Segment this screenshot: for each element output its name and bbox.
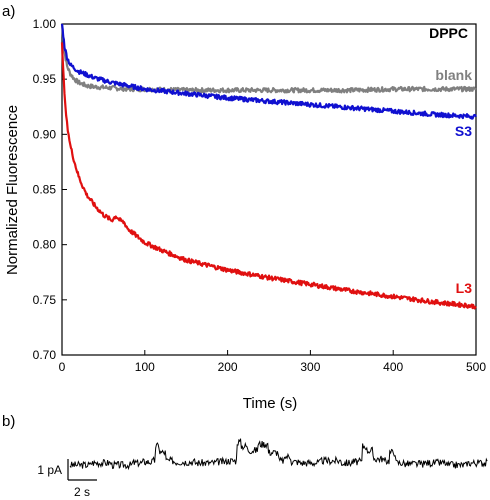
series-line-l3	[60, 42, 477, 310]
panel-a-label: a)	[2, 3, 15, 20]
fluorescence-chart: 0.70 0.75 0.80 0.85 0.90 0.95 1.00 0 100 200 300 4…	[4, 17, 486, 412]
y-tick-label: 0.90	[33, 127, 57, 141]
series-group	[60, 23, 477, 310]
y-axis-label: Normalized Fluorescence	[4, 105, 21, 275]
y-tick-label: 0.85	[33, 183, 57, 197]
x-axis-label: Time (s)	[243, 395, 297, 412]
series-line-blank	[60, 23, 477, 94]
series-label-s3: S3	[455, 123, 472, 139]
y-axis: 0.70 0.75 0.80 0.85 0.90 0.95 1.00	[33, 17, 67, 362]
y-tick-label: 1.00	[33, 17, 57, 31]
y-tick-label: 0.70	[33, 348, 57, 362]
plot-frame	[61, 23, 477, 356]
y-tick-label: 0.80	[33, 238, 57, 252]
scale-bar-x-label: 2 s	[74, 485, 90, 499]
x-tick-label: 400	[383, 360, 403, 374]
series-label-blank: blank	[435, 67, 472, 83]
x-tick-label: 100	[135, 360, 155, 374]
x-tick-label: 500	[466, 360, 486, 374]
x-tick-label: 200	[218, 360, 238, 374]
y-tick-label: 0.95	[33, 72, 57, 86]
current-trace: 1 pA 2 s	[37, 438, 488, 499]
x-tick-label: 0	[59, 360, 66, 374]
series-label-l3: L3	[456, 280, 473, 296]
series-line-s3	[60, 23, 477, 120]
series-labels: blank S3 L3	[435, 67, 472, 296]
current-trace-line	[69, 438, 488, 471]
x-tick-label: 300	[300, 360, 320, 374]
chart-title: DPPC	[429, 25, 468, 41]
x-axis: 0 100 200 300 400 500	[59, 350, 486, 374]
scale-bar-y-label: 1 pA	[37, 463, 62, 477]
panel-b-label: b)	[2, 413, 15, 430]
y-tick-label: 0.75	[33, 293, 57, 307]
